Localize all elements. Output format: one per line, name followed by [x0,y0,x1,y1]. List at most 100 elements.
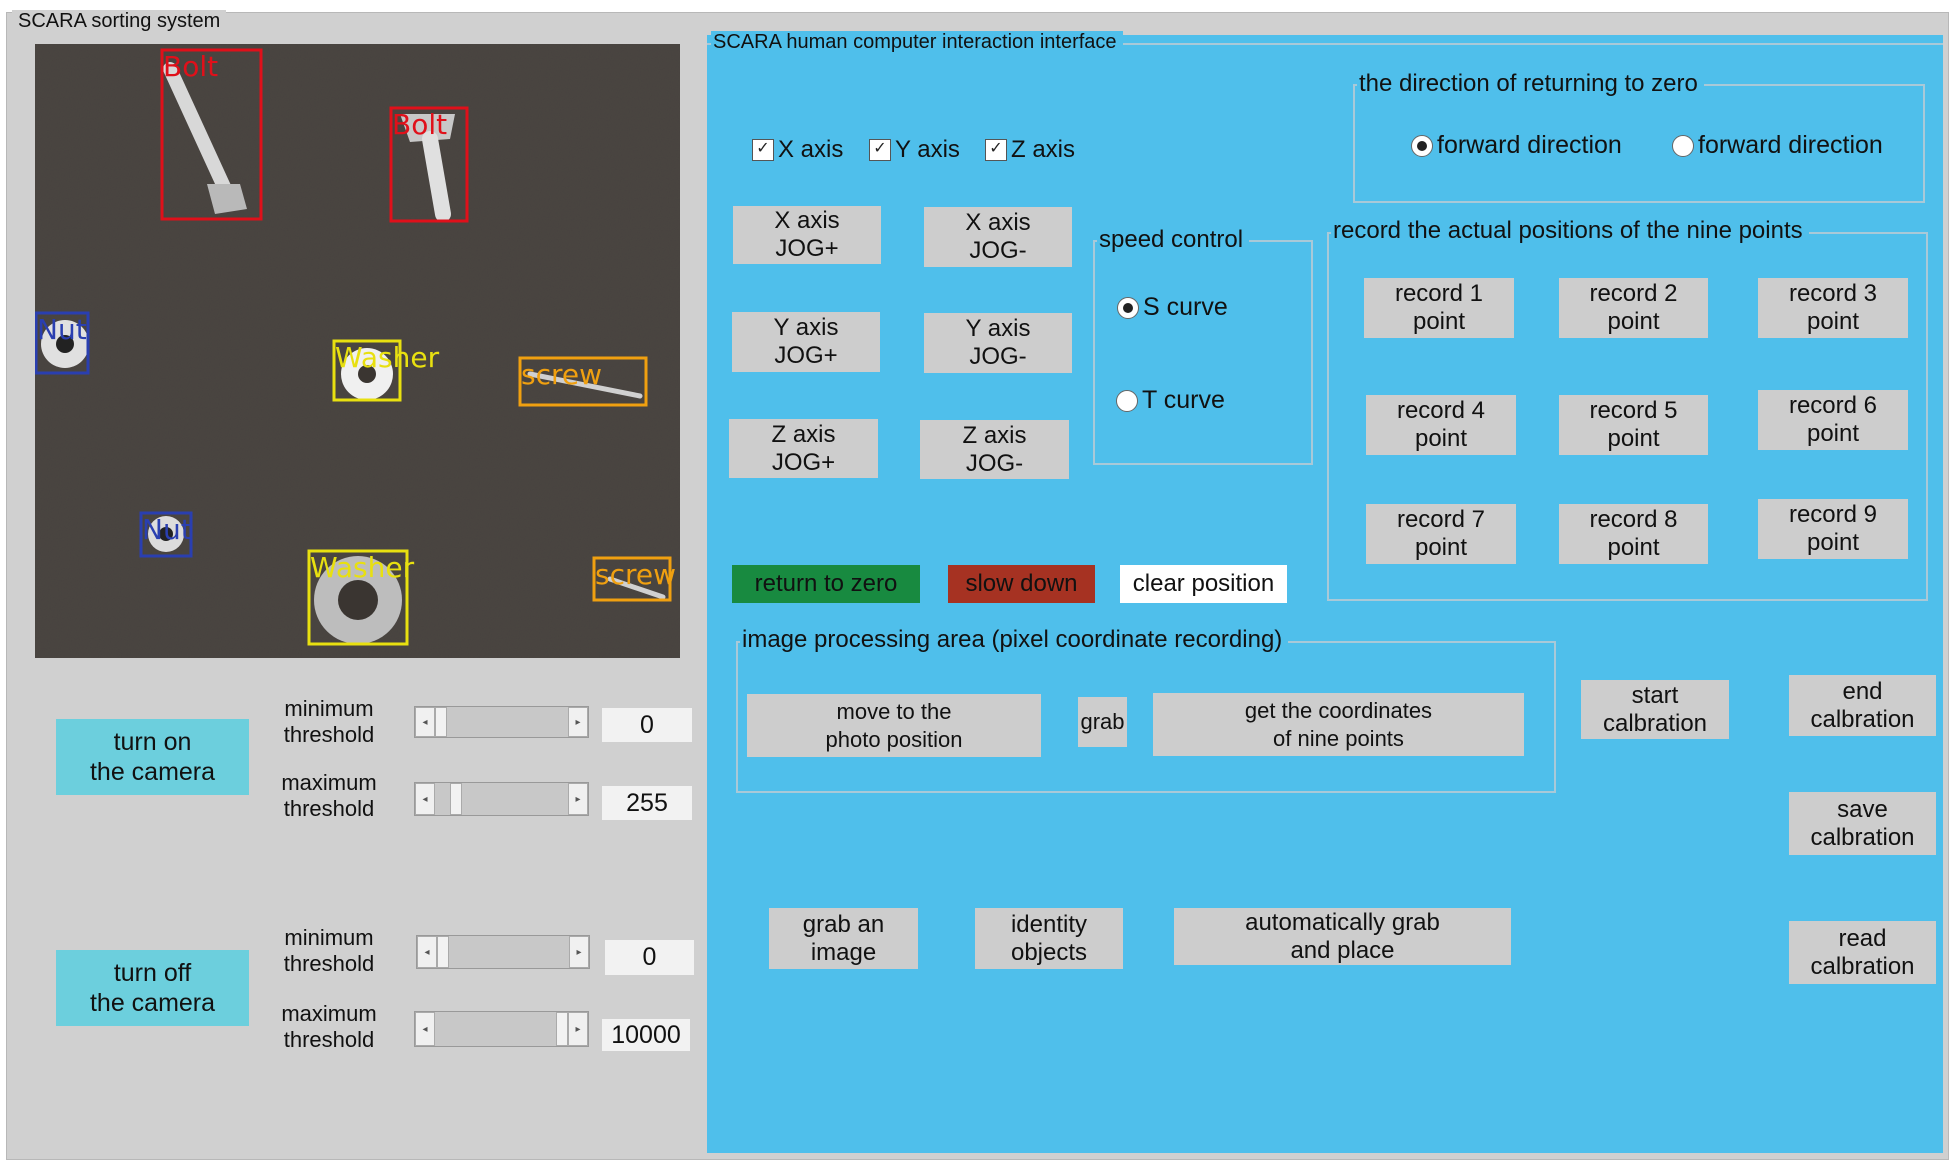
return-to-zero-button[interactable]: return to zero [732,565,920,603]
radio-icon [1116,389,1138,412]
x-axis-checkbox[interactable]: ✓ X axis [752,136,843,164]
forward-direction-radio-2[interactable]: forward direction [1672,131,1883,160]
checkbox-check-icon: ✓ [985,139,1007,161]
hci-panel-border [707,43,1943,45]
detection-washer: Washer [332,339,440,402]
bolt-object [400,114,455,222]
detection-box [389,106,469,223]
z-jog-minus-button[interactable]: Z axis JOG- [920,420,1069,479]
grab-image-button[interactable]: grab an image [769,908,918,969]
max-threshold-slider[interactable]: ◂ ▸ [414,1011,589,1047]
end-calibration-button[interactable]: end calbration [1789,675,1936,736]
save-calibration-button[interactable]: save calbration [1789,792,1936,855]
washer-object [314,556,402,644]
checkbox-check-icon: ✓ [869,139,891,161]
nut-object [41,320,89,368]
record-point-8-button[interactable]: record 8 point [1559,504,1708,564]
record-point-7-button[interactable]: record 7 point [1366,504,1516,564]
detection-label: Bolt [392,108,447,141]
detection-label: Washer [310,551,415,584]
min-threshold-slider[interactable]: ◂ ▸ [416,935,590,969]
x-jog-plus-button[interactable]: X axis JOG+ [733,206,881,264]
start-calibration-button[interactable]: start calbration [1581,680,1729,739]
nut-object [148,516,184,552]
camera-view: Bolt Bolt Nut Washer screw Nut Washer screw [35,44,680,658]
detection-label: Washer [335,341,440,374]
record-point-2-button[interactable]: record 2 point [1559,278,1708,338]
slider-thumb[interactable] [449,783,462,815]
y-jog-minus-button[interactable]: Y axis JOG- [924,313,1072,373]
min-threshold-label: minimum threshold [283,696,375,747]
z-jog-plus-button[interactable]: Z axis JOG+ [729,419,878,478]
detection-label: Nut [37,313,87,346]
max-threshold-label: maximum threshold [281,1001,377,1052]
detection-screw: screw [592,556,676,602]
detection-box [307,549,409,646]
detection-bolt: Bolt [389,106,469,223]
max-threshold-slider[interactable]: ◂ ▸ [414,782,589,816]
detection-nut: Nut [35,311,90,375]
detection-label: Nut [142,513,192,546]
radio-icon [1672,134,1694,157]
min-threshold-slider[interactable]: ◂ ▸ [414,706,589,738]
move-to-photo-position-button[interactable]: move to the photo position [747,694,1041,757]
left-panel-title: SCARA sorting system [12,10,227,33]
t-curve-radio[interactable]: T curve [1116,386,1225,415]
slow-down-button[interactable]: slow down [948,565,1095,603]
slider-left-arrow-icon[interactable]: ◂ [415,1012,435,1046]
record-point-5-button[interactable]: record 5 point [1559,395,1708,455]
slider-right-arrow-icon[interactable]: ▸ [569,936,589,968]
detection-box [160,48,263,221]
read-calibration-button[interactable]: read calbration [1789,921,1936,984]
slider-left-arrow-icon[interactable]: ◂ [417,936,437,968]
min-threshold-value[interactable]: 0 [602,708,692,742]
clear-position-button[interactable]: clear position [1120,565,1287,603]
record-point-3-button[interactable]: record 3 point [1758,278,1908,338]
speed-control-title: speed control [1097,226,1250,254]
x-jog-minus-button[interactable]: X axis JOG- [924,207,1072,267]
min-threshold-value[interactable]: 0 [605,940,694,975]
radio-icon [1411,134,1433,157]
detection-washer: Washer [307,549,415,646]
record-points-title: record the actual positions of the nine … [1331,217,1809,245]
z-axis-label: Z axis [1011,136,1076,163]
turn-on-camera-button[interactable]: turn on the camera [56,719,249,795]
return-direction-title: the direction of returning to zero [1357,70,1704,98]
record-point-9-button[interactable]: record 9 point [1758,499,1908,559]
detection-bolt: Bolt [160,48,263,221]
slider-left-arrow-icon[interactable]: ◂ [415,707,435,737]
forward-direction-radio[interactable]: forward direction [1411,131,1622,160]
turn-off-camera-button[interactable]: turn off the camera [56,950,249,1026]
slider-right-arrow-icon[interactable]: ▸ [568,1012,588,1046]
s-curve-radio[interactable]: S curve [1117,293,1228,322]
record-point-4-button[interactable]: record 4 point [1366,395,1516,455]
record-point-1-button[interactable]: record 1 point [1364,278,1514,338]
get-nine-point-coordinates-button[interactable]: get the coordinates of nine points [1153,693,1524,756]
grab-button[interactable]: grab [1078,697,1127,747]
detection-label: screw [521,358,602,391]
y-jog-plus-button[interactable]: Y axis JOG+ [732,312,880,372]
detection-label: screw [595,558,676,591]
max-threshold-value[interactable]: 255 [602,786,692,820]
z-axis-checkbox[interactable]: ✓ Z axis [985,136,1075,164]
slider-thumb[interactable] [556,1012,568,1046]
bolt-object [163,62,247,214]
detection-box [332,339,402,402]
radio-icon [1117,296,1139,319]
max-threshold-value[interactable]: 10000 [602,1019,690,1051]
slider-left-arrow-icon[interactable]: ◂ [415,783,435,815]
detection-box [518,356,648,407]
detection-box [139,511,193,558]
y-axis-checkbox[interactable]: ✓ Y axis [869,136,960,164]
identify-objects-button[interactable]: identity objects [975,908,1123,969]
screw-object [527,371,643,399]
record-point-6-button[interactable]: record 6 point [1758,390,1908,450]
washer-object [341,348,393,400]
detection-box [592,556,672,602]
max-threshold-label: maximum threshold [281,770,377,821]
auto-grab-and-place-button[interactable]: automatically grab and place [1174,908,1511,965]
slider-right-arrow-icon[interactable]: ▸ [568,707,588,737]
slider-thumb[interactable] [435,707,447,737]
slider-thumb[interactable] [437,936,449,968]
slider-right-arrow-icon[interactable]: ▸ [568,783,588,815]
